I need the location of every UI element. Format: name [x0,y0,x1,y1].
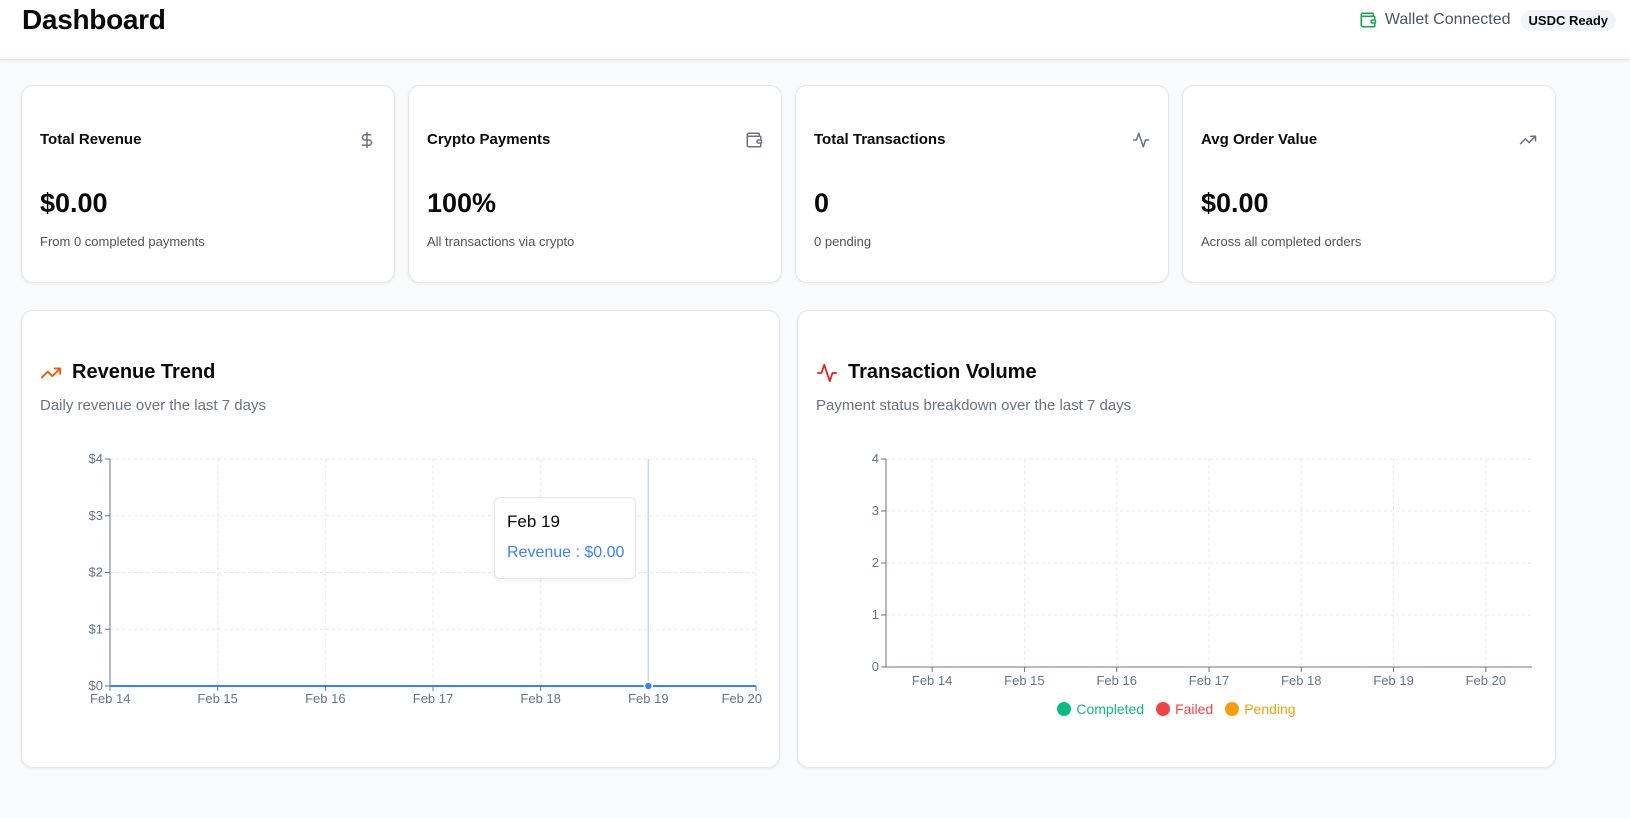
activity-icon [816,363,838,382]
wallet-indicator: Wallet Connected USDC Ready [1359,8,1616,32]
chart-description: Daily revenue over the last 7 days [40,397,266,414]
stat-subtext: 0 pending [814,234,872,249]
stat-value: 100% [427,188,497,218]
y-tick-label: $0 [89,678,103,693]
stat-value: 0 [814,188,830,218]
chart-header: Transaction Volume [816,361,1037,384]
x-tick-label: Feb 17 [413,691,453,706]
x-tick-label: Feb 14 [90,691,130,706]
top-header: Dashboard Wallet Connected USDC Ready [0,0,1630,60]
tooltip-label: Feb 19 [507,512,560,531]
y-tick-label: 0 [872,659,879,674]
wallet-icon [746,132,763,148]
y-tick-label: $4 [89,451,103,466]
x-tick-label: Feb 20 [1466,673,1506,688]
activity-icon [1132,132,1150,148]
stat-title: Avg Order Value [1201,131,1318,148]
x-tick-label: Feb 18 [520,691,560,706]
wallet-icon [1360,12,1377,28]
stat-card-avg-order-value: Avg Order Value $0.00 Across all complet… [1182,85,1556,283]
legend-dot [1225,702,1240,716]
x-tick-label: Feb 19 [628,691,668,706]
tooltip-value: Revenue : $0.00 [507,544,625,561]
stat-title: Crypto Payments [427,131,551,148]
x-tick-label: Feb 15 [197,691,237,706]
legend-dot [1057,702,1072,716]
trending-up-icon [40,367,62,378]
chart-title: Revenue Trend [72,361,216,383]
stat-subtext: Across all completed orders [1201,234,1362,249]
chart-title: Transaction Volume [848,361,1037,383]
y-tick-label: $3 [89,508,103,523]
chart-description: Payment status breakdown over the last 7… [816,397,1132,414]
legend-item-pending[interactable]: Pending [1225,701,1296,717]
revenue-chart[interactable]: $0 $1 $2 $3 $4 Feb 14 Feb 15 Feb 16 Feb 17 Feb 18… [22,311,781,769]
y-tick-label: 4 [872,451,879,466]
legend-label: Completed [1076,701,1145,717]
dollar-icon [361,131,373,149]
chart-tooltip: Feb 19 Revenue : $0.00 [494,497,636,579]
y-tick-label: $2 [89,565,103,580]
y-tick-label: 1 [872,607,879,622]
x-tick-label: Feb 16 [305,691,345,706]
stat-value: $0.00 [40,188,108,218]
transaction-volume-chart[interactable]: 0 1 2 3 4 Feb 14 Feb 15 Feb 16 Feb 17 Feb 18 Feb 1… [798,311,1557,769]
x-tick-label: Feb 20 [722,691,762,706]
stat-card-crypto-payments: Crypto Payments 100% All transactions vi… [408,85,782,283]
stat-card-total-transactions: Total Transactions 0 0 pending [795,85,1169,283]
x-tick-label: Feb 18 [1281,673,1321,688]
active-point [643,681,654,691]
stat-subtext: From 0 completed payments [40,234,205,249]
stat-value: $0.00 [1201,188,1269,218]
stat-title: Total Transactions [814,131,946,148]
legend-label: Pending [1244,701,1296,717]
y-tick-label: 2 [872,555,879,570]
stat-title: Total Revenue [40,131,142,148]
x-tick-label: Feb 19 [1373,673,1413,688]
trending-up-icon [1519,135,1537,145]
y-tick-label: $1 [89,621,103,636]
stat-subtext: All transactions via crypto [427,234,575,249]
page-title: Dashboard [22,4,166,35]
y-tick-label: 3 [872,503,879,518]
x-tick-label: Feb 15 [1004,673,1044,688]
usdc-badge: USDC Ready [1520,9,1616,31]
x-tick-label: Feb 16 [1096,673,1136,688]
wallet-status-label: Wallet Connected [1384,11,1511,28]
legend-label: Failed [1175,701,1214,717]
transaction-volume-card: Transaction Volume Payment status breakd… [797,310,1556,768]
legend-dot [1156,702,1171,716]
stat-card-total-revenue: Total Revenue $0.00 From 0 completed pay… [21,85,395,283]
wallet-status: Wallet Connected [1359,11,1511,29]
legend-item-failed[interactable]: Failed [1156,701,1213,717]
chart-header: Revenue Trend [40,361,215,384]
legend-item-completed[interactable]: Completed [1057,701,1144,717]
chart-legend: Completed Failed Pending [798,701,1555,717]
x-tick-label: Feb 17 [1189,673,1229,688]
revenue-trend-card: Revenue Trend Daily revenue over the las… [21,310,780,768]
x-tick-label: Feb 14 [912,673,952,688]
